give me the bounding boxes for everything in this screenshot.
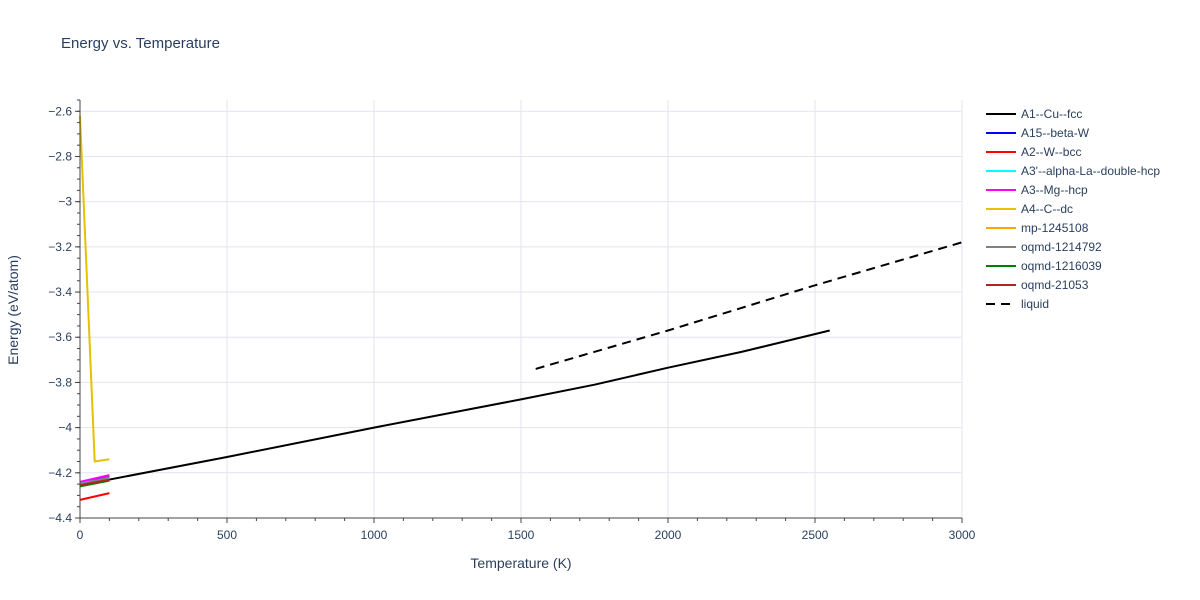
x-tick-label: 500 (217, 528, 237, 542)
x-tick-label: 0 (77, 528, 84, 542)
grid (80, 100, 963, 519)
x-tick-label: 2000 (655, 528, 682, 542)
legend-item[interactable]: A3--Mg--hcp (986, 183, 1088, 197)
series-line-A1--Cu--fcc (79, 329, 830, 487)
y-tick-label: −2.6 (48, 104, 72, 118)
series-line-A2--W--bcc (79, 492, 110, 501)
x-axis-title: Temperature (K) (470, 555, 571, 571)
series-line-A3--Mg--hcp (79, 474, 110, 483)
legend-item[interactable]: oqmd-21053 (986, 278, 1089, 292)
legend-label: mp-1245108 (1021, 221, 1089, 235)
legend-label: A15--beta-W (1021, 126, 1090, 140)
axes: 0 500 1000 1500 2000 2500 3000 −4.4 −4.2 −4 −3.8 −3… (48, 99, 976, 542)
legend[interactable]: A1--Cu--fcc A15--beta-W A2--W--bcc A3'--alp… (986, 107, 1160, 311)
legend-label: A3--Mg--hcp (1021, 183, 1088, 197)
legend-item[interactable]: mp-1245108 (986, 221, 1089, 235)
legend-item[interactable]: oqmd-1214792 (986, 240, 1102, 254)
series-line-A4--C--dc (79, 115, 110, 463)
legend-label: A2--W--bcc (1021, 145, 1081, 159)
y-tick-label: −4.4 (48, 511, 72, 525)
y-axis-title: Energy (eV/atom) (5, 255, 21, 365)
legend-item[interactable]: A2--W--bcc (986, 145, 1081, 159)
series-line-oqmd-1214792 (79, 476, 110, 486)
legend-label: A3'--alpha-La--double-hcp (1021, 164, 1160, 178)
legend-item[interactable]: liquid (986, 297, 1049, 311)
x-tick-label: 2500 (802, 528, 829, 542)
series-line-liquid (535, 241, 963, 370)
x-tick-label: 1500 (508, 528, 535, 542)
legend-item[interactable]: A15--beta-W (986, 126, 1090, 140)
x-tick-label: 1000 (361, 528, 388, 542)
legend-item[interactable]: A3'--alpha-La--double-hcp (986, 164, 1160, 178)
legend-label: oqmd-21053 (1021, 278, 1089, 292)
y-tick-label: −3 (58, 195, 72, 209)
y-tick-label: −4 (58, 421, 72, 435)
y-tick-label: −3.6 (48, 330, 72, 344)
legend-item[interactable]: oqmd-1216039 (986, 259, 1102, 273)
y-tick-label: −3.8 (48, 375, 72, 389)
series-layer (79, 115, 963, 501)
legend-label: liquid (1021, 297, 1049, 311)
y-tick-label: −3.2 (48, 240, 72, 254)
series-line-oqmd-1216039 (79, 479, 110, 488)
y-tick-label: −3.4 (48, 285, 72, 299)
legend-label: A1--Cu--fcc (1021, 107, 1082, 121)
legend-label: A4--C--dc (1021, 202, 1073, 216)
y-tick-label: −4.2 (48, 466, 72, 480)
chart-title: Energy vs. Temperature (61, 35, 220, 52)
legend-item[interactable]: A1--Cu--fcc (986, 107, 1082, 121)
legend-label: oqmd-1216039 (1021, 259, 1102, 273)
series-line-oqmd-21053 (79, 478, 110, 487)
legend-item[interactable]: A4--C--dc (986, 202, 1073, 216)
y-tick-label: −2.8 (48, 149, 72, 163)
legend-label: oqmd-1214792 (1021, 240, 1102, 254)
x-tick-label: 3000 (949, 528, 976, 542)
